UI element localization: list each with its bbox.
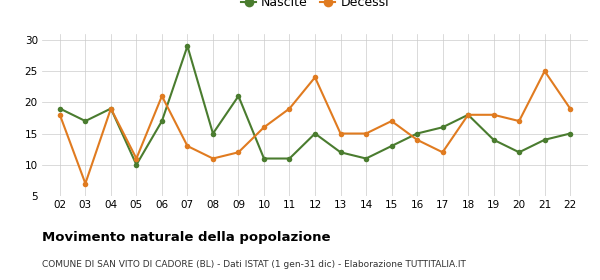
Nascite bbox=[464, 113, 472, 116]
Decessi bbox=[515, 119, 523, 123]
Nascite bbox=[286, 157, 293, 160]
Nascite bbox=[56, 107, 64, 110]
Nascite bbox=[209, 132, 217, 135]
Decessi bbox=[362, 132, 370, 135]
Decessi bbox=[439, 151, 446, 154]
Decessi bbox=[133, 157, 140, 160]
Decessi bbox=[184, 144, 191, 148]
Decessi bbox=[158, 94, 166, 98]
Decessi bbox=[566, 107, 574, 110]
Nascite bbox=[311, 132, 319, 135]
Text: Movimento naturale della popolazione: Movimento naturale della popolazione bbox=[42, 231, 331, 244]
Decessi bbox=[286, 107, 293, 110]
Decessi bbox=[413, 138, 421, 141]
Nascite bbox=[133, 163, 140, 166]
Nascite bbox=[439, 126, 446, 129]
Decessi bbox=[388, 119, 395, 123]
Decessi bbox=[107, 107, 115, 110]
Nascite bbox=[541, 138, 548, 141]
Decessi bbox=[56, 113, 64, 116]
Nascite bbox=[566, 132, 574, 135]
Legend: Nascite, Decessi: Nascite, Decessi bbox=[236, 0, 394, 14]
Nascite bbox=[388, 144, 395, 148]
Nascite bbox=[362, 157, 370, 160]
Nascite bbox=[413, 132, 421, 135]
Decessi bbox=[490, 113, 497, 116]
Decessi bbox=[209, 157, 217, 160]
Decessi bbox=[235, 151, 242, 154]
Line: Nascite: Nascite bbox=[57, 43, 573, 167]
Nascite bbox=[515, 151, 523, 154]
Nascite bbox=[158, 119, 166, 123]
Decessi bbox=[337, 132, 344, 135]
Nascite bbox=[82, 119, 89, 123]
Nascite bbox=[490, 138, 497, 141]
Nascite bbox=[260, 157, 268, 160]
Text: COMUNE DI SAN VITO DI CADORE (BL) - Dati ISTAT (1 gen-31 dic) - Elaborazione TUT: COMUNE DI SAN VITO DI CADORE (BL) - Dati… bbox=[42, 260, 466, 269]
Decessi bbox=[82, 182, 89, 185]
Nascite bbox=[337, 151, 344, 154]
Decessi bbox=[311, 76, 319, 79]
Decessi bbox=[260, 126, 268, 129]
Line: Decessi: Decessi bbox=[57, 68, 573, 186]
Decessi bbox=[464, 113, 472, 116]
Nascite bbox=[107, 107, 115, 110]
Nascite bbox=[184, 45, 191, 48]
Nascite bbox=[235, 94, 242, 98]
Decessi bbox=[541, 69, 548, 73]
